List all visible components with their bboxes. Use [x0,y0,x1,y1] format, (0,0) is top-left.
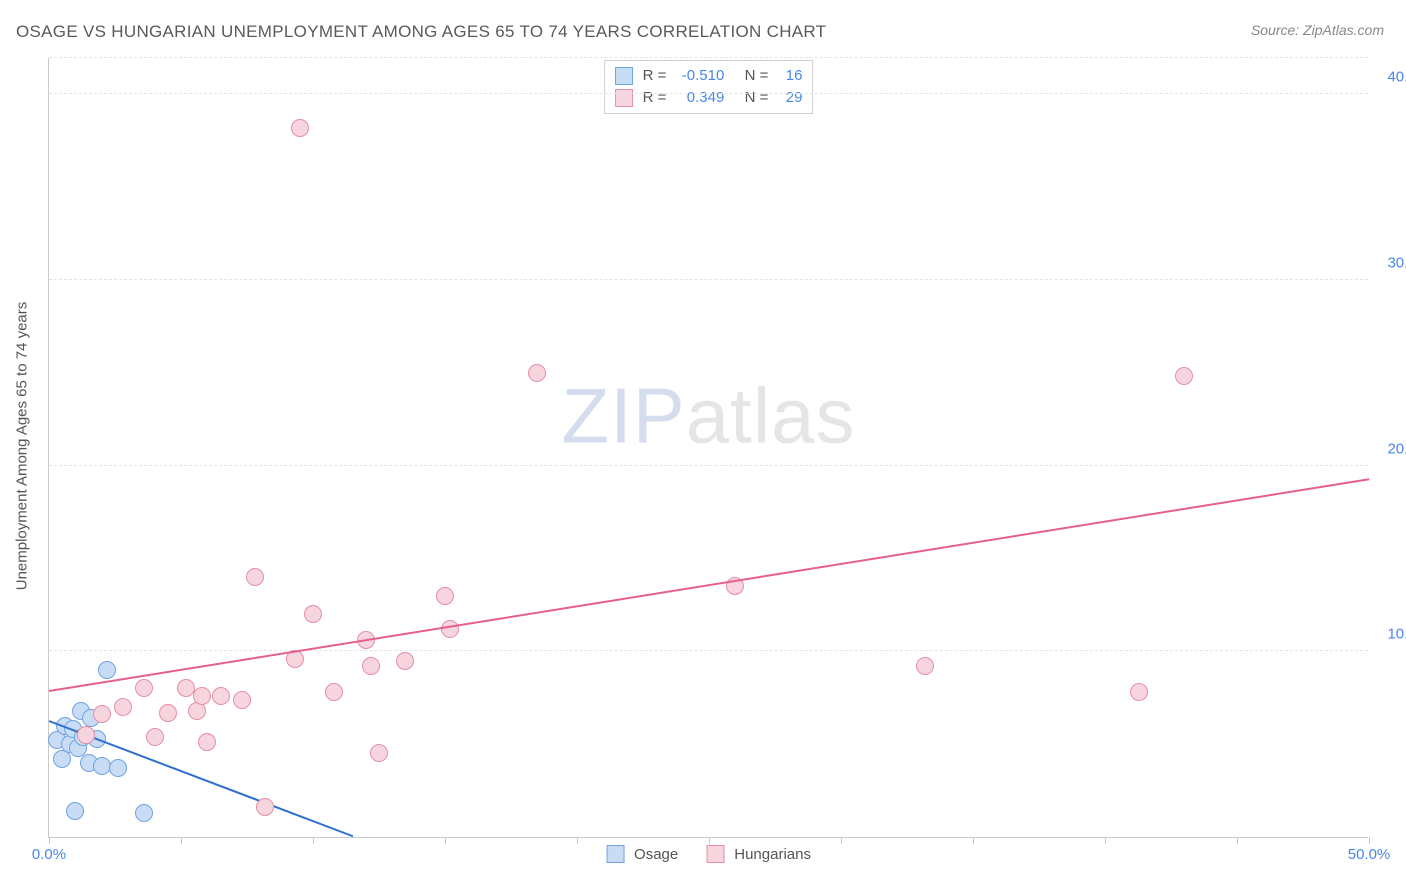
x-tick-label: 0.0% [32,846,66,863]
legend-label: Hungarians [734,846,811,863]
data-point [246,568,264,586]
data-point [109,759,127,777]
stat-n-value: 16 [774,65,802,87]
x-tick [841,837,842,844]
stats-row: R = -0.510 N = 16 [615,65,803,87]
data-point [77,726,95,744]
x-tick [709,837,710,844]
data-point [66,802,84,820]
gridline [49,650,1368,651]
watermark-suffix: atlas [686,372,856,460]
stat-n-label: N = [745,87,769,109]
data-point [370,744,388,762]
y-tick-label: 20.0% [1375,440,1406,457]
x-tick [1105,837,1106,844]
stat-n-value: 29 [774,87,802,109]
stat-r-value: -0.510 [672,65,724,87]
stat-n-label: N = [745,65,769,87]
data-point [256,798,274,816]
data-point [159,704,177,722]
x-tick [1369,837,1370,844]
gridline [49,465,1368,466]
x-tick [973,837,974,844]
data-point [1175,367,1193,385]
source-attribution: Source: ZipAtlas.com [1251,22,1384,38]
data-point [291,119,309,137]
stat-r-label: R = [643,87,667,109]
legend-swatch [615,67,633,85]
correlation-stats-box: R = -0.510 N = 16R = 0.349 N = 29 [604,60,814,114]
data-point [362,657,380,675]
gridline [49,57,1368,58]
data-point [135,679,153,697]
data-point [1130,683,1148,701]
x-tick [49,837,50,844]
series-legend: Osage Hungarians [606,845,811,863]
data-point [212,687,230,705]
stat-r-value: 0.349 [672,87,724,109]
data-point [135,804,153,822]
x-tick [577,837,578,844]
data-point [93,705,111,723]
x-tick [181,837,182,844]
gridline [49,279,1368,280]
stats-row: R = 0.349 N = 29 [615,87,803,109]
watermark: ZIPatlas [561,371,855,462]
data-point [114,698,132,716]
x-tick [1237,837,1238,844]
chart-title: OSAGE VS HUNGARIAN UNEMPLOYMENT AMONG AG… [16,22,826,42]
data-point [436,587,454,605]
data-point [198,733,216,751]
x-tick [445,837,446,844]
plot-area: ZIPatlas R = -0.510 N = 16R = 0.349 N = … [48,58,1368,838]
data-point [396,652,414,670]
watermark-prefix: ZIP [561,372,685,460]
data-point [528,364,546,382]
y-tick-label: 40.0% [1375,69,1406,86]
data-point [325,683,343,701]
gridline [49,93,1368,94]
x-tick [313,837,314,844]
y-tick-label: 30.0% [1375,254,1406,271]
data-point [193,687,211,705]
stat-r-label: R = [643,65,667,87]
data-point [53,750,71,768]
data-point [146,728,164,746]
legend-swatch [606,845,624,863]
legend-swatch [615,89,633,107]
data-point [98,661,116,679]
data-point [916,657,934,675]
legend-item: Osage [606,845,678,863]
data-point [441,620,459,638]
y-axis-label: Unemployment Among Ages 65 to 74 years [14,302,31,591]
legend-label: Osage [634,846,678,863]
legend-item: Hungarians [706,845,811,863]
data-point [304,605,322,623]
y-tick-label: 10.0% [1375,626,1406,643]
x-tick-label: 50.0% [1348,846,1391,863]
correlation-chart: OSAGE VS HUNGARIAN UNEMPLOYMENT AMONG AG… [0,0,1406,892]
trend-line [49,478,1369,692]
legend-swatch [706,845,724,863]
data-point [233,691,251,709]
